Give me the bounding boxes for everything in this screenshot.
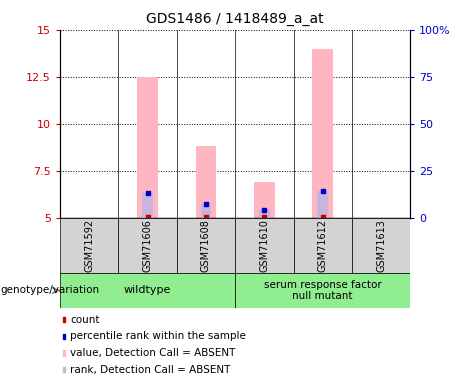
Bar: [64, 350, 65, 355]
Bar: [195, 146, 216, 218]
Text: GSM71606: GSM71606: [142, 219, 153, 272]
Text: GSM71610: GSM71610: [259, 219, 269, 272]
Text: GSM71613: GSM71613: [376, 219, 386, 272]
Bar: [313, 49, 333, 217]
Text: value, Detection Call = ABSENT: value, Detection Call = ABSENT: [71, 348, 236, 358]
Bar: [118, 217, 177, 273]
Bar: [254, 182, 275, 218]
Bar: [235, 273, 410, 308]
Bar: [142, 193, 153, 217]
Bar: [64, 334, 65, 339]
Text: wildtype: wildtype: [124, 285, 171, 296]
Text: rank, Detection Call = ABSENT: rank, Detection Call = ABSENT: [71, 364, 231, 375]
Text: GSM71608: GSM71608: [201, 219, 211, 272]
Bar: [318, 191, 328, 217]
Bar: [235, 217, 294, 273]
Bar: [64, 317, 65, 322]
Text: genotype/variation: genotype/variation: [0, 285, 99, 296]
Bar: [60, 273, 235, 308]
Text: percentile rank within the sample: percentile rank within the sample: [71, 331, 246, 341]
Text: count: count: [71, 315, 100, 325]
Text: GSM71612: GSM71612: [318, 219, 328, 272]
Title: GDS1486 / 1418489_a_at: GDS1486 / 1418489_a_at: [146, 12, 324, 26]
Bar: [60, 217, 118, 273]
Bar: [352, 217, 410, 273]
Bar: [64, 367, 65, 372]
Bar: [137, 77, 158, 218]
Bar: [259, 210, 270, 218]
Bar: [201, 204, 211, 218]
Bar: [177, 217, 235, 273]
Bar: [294, 217, 352, 273]
Text: serum response factor
null mutant: serum response factor null mutant: [264, 280, 382, 301]
Text: GSM71592: GSM71592: [84, 219, 94, 272]
